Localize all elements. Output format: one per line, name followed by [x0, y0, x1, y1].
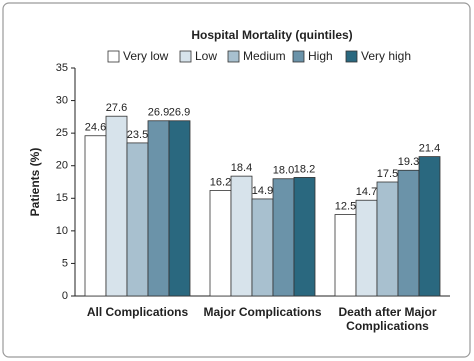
bar — [376, 181, 399, 297]
bar — [355, 199, 378, 297]
value-label: 26.9 — [169, 107, 190, 119]
value-label: 21.4 — [419, 143, 440, 155]
value-label: 14.7 — [356, 186, 377, 198]
frame — [2, 2, 471, 358]
value-label: 26.9 — [148, 107, 169, 119]
y-tick-label: 35 — [56, 62, 68, 74]
x-tick-label: Death after Major Complications — [338, 305, 437, 333]
y-tick-label: 10 — [56, 225, 68, 237]
bar — [147, 120, 170, 297]
x-tick-label: Major Complications — [203, 305, 322, 319]
value-label: 18.4 — [231, 162, 252, 174]
x-tick-label: All Complications — [86, 305, 189, 319]
legend-label: Medium — [243, 49, 286, 63]
legend-swatch — [107, 50, 120, 63]
bar — [397, 169, 420, 297]
legend-swatch — [345, 50, 358, 63]
legend-title: Hospital Mortality (quintiles) — [191, 28, 352, 42]
y-axis-label: Patients (%) — [28, 148, 42, 217]
value-label: 18.2 — [294, 163, 315, 175]
y-tick-label: 15 — [56, 192, 68, 204]
value-label: 24.6 — [85, 122, 106, 134]
y-tick-label: 20 — [56, 160, 68, 172]
legend-swatch — [292, 50, 305, 63]
y-tick-label: 25 — [56, 127, 68, 139]
bar — [84, 135, 107, 297]
bar — [105, 115, 128, 297]
legend-label: Very low — [123, 49, 169, 63]
bar — [418, 156, 441, 297]
y-tick-label: 5 — [62, 257, 68, 269]
bar — [168, 120, 191, 297]
legend-swatch — [179, 50, 192, 63]
value-label: 27.6 — [106, 102, 127, 114]
y-tick-label: 30 — [56, 94, 68, 106]
bar — [251, 198, 274, 297]
legend-label: Low — [195, 49, 217, 63]
value-label: 23.5 — [127, 129, 148, 141]
value-label: 14.9 — [252, 185, 273, 197]
legend-swatch — [227, 50, 240, 63]
value-label: 18.0 — [273, 165, 294, 177]
bar — [126, 142, 149, 297]
bar — [209, 190, 232, 297]
bar — [272, 178, 295, 297]
value-label: 19.3 — [398, 156, 419, 168]
bar — [293, 177, 316, 297]
value-label: 17.5 — [377, 168, 398, 180]
value-label: 16.2 — [210, 176, 231, 188]
legend-label: Very high — [361, 49, 411, 63]
bar — [230, 175, 253, 297]
bar — [334, 214, 357, 297]
value-label: 12.5 — [335, 200, 356, 212]
legend-label: High — [308, 49, 333, 63]
y-tick-label: 0 — [62, 290, 68, 302]
